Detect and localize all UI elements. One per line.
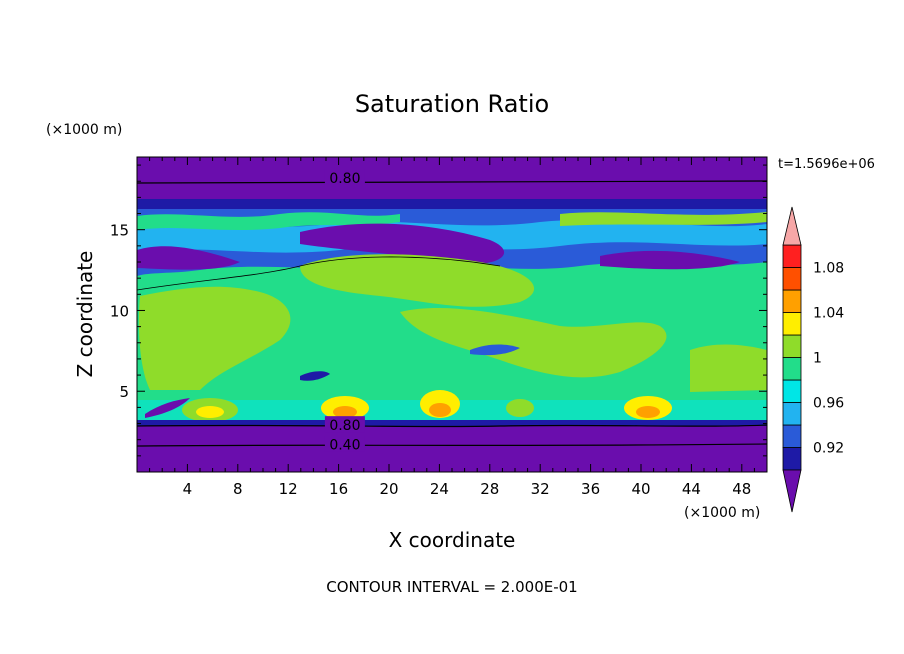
cell-1-core xyxy=(196,406,224,418)
x-tick-label: 28 xyxy=(480,480,499,498)
colorbar-label: 1 xyxy=(813,351,822,367)
x-tick-label: 36 xyxy=(581,480,600,498)
time-label: t=1.5696e+06 xyxy=(778,157,875,172)
contour-line-upper-1 xyxy=(137,256,501,291)
x-tick-label: 4 xyxy=(183,480,193,498)
colorbar-segment xyxy=(782,334,802,358)
blue-streak-low-1 xyxy=(145,398,190,418)
contour-interval-footer: CONTOUR INTERVAL = 2.000E-01 xyxy=(326,578,577,596)
cell-3-core xyxy=(429,403,451,417)
contour-line-bottom-080 xyxy=(137,424,767,428)
colorbar-label: 0.96 xyxy=(813,396,844,412)
band-upper-green xyxy=(137,212,400,230)
y-unit-label: (×1000 m) xyxy=(46,122,122,138)
green-cloud-left xyxy=(138,286,291,390)
colorbar-upper-arrow xyxy=(782,206,802,246)
contour-line-top-080 xyxy=(137,180,767,184)
plot-area xyxy=(137,157,767,472)
colorbar-segment xyxy=(782,379,802,403)
y-tick-label: 10 xyxy=(110,302,129,320)
band-top-purple xyxy=(137,157,767,199)
x-tick-label: 8 xyxy=(233,480,243,498)
x-tick-label: 32 xyxy=(531,480,550,498)
band-top-darkblue xyxy=(137,199,767,209)
colorbar-segment xyxy=(782,357,802,381)
colorbar-label: 1.08 xyxy=(813,261,844,277)
purple-streak-3 xyxy=(600,250,740,270)
colorbar-label: 1.04 xyxy=(813,306,844,322)
blue-streak-low-3 xyxy=(470,344,520,356)
contour-label-bg xyxy=(324,416,365,433)
chart-title: Saturation Ratio xyxy=(355,90,549,118)
y-axis-label: Z coordinate xyxy=(73,251,97,378)
cell-2-core xyxy=(333,406,357,418)
x-axis-label: X coordinate xyxy=(389,528,516,552)
cell-5-core xyxy=(636,406,660,418)
colorbar: 1.08 1.04 1 0.96 0.92 xyxy=(782,206,844,513)
x-tick-label: 48 xyxy=(732,480,751,498)
y-axis-ticks: 5 10 15 xyxy=(110,164,767,457)
x-tick-label: 24 xyxy=(430,480,449,498)
x-tick-label: 44 xyxy=(682,480,701,498)
purple-streak-2 xyxy=(137,246,240,270)
band-upper-green-2 xyxy=(560,212,767,226)
colorbar-segment xyxy=(782,447,802,471)
colorbar-segment xyxy=(782,424,802,448)
cell-4 xyxy=(506,399,534,417)
contour-label: 0.80 xyxy=(329,171,360,187)
green-cloud-upper xyxy=(300,254,535,307)
contour-label: 0.40 xyxy=(329,438,360,454)
blue-streak-low-2 xyxy=(300,371,330,381)
colorbar-segment xyxy=(782,267,802,291)
x-axis-ticks: 4 8 12 16 20 24 28 32 36 40 44 48 xyxy=(149,157,755,498)
colorbar-label: 0.92 xyxy=(813,441,844,457)
green-cloud-mid xyxy=(400,307,667,378)
purple-streak-1 xyxy=(300,223,505,264)
contour-label-bg xyxy=(324,435,365,452)
green-cloud-right xyxy=(690,344,767,392)
colorbar-segment xyxy=(782,402,802,426)
colorbar-segment xyxy=(782,244,802,268)
colorbar-segment xyxy=(782,289,802,313)
x-unit-label: (×1000 m) xyxy=(684,505,760,521)
colorbar-lower-arrow xyxy=(782,469,802,513)
band-bottom-darkblue xyxy=(137,420,767,426)
contour-line-bottom-040 xyxy=(137,443,767,447)
band-bottom-purple xyxy=(137,426,767,472)
x-tick-label: 12 xyxy=(279,480,298,498)
y-tick-label: 5 xyxy=(119,383,129,401)
x-tick-label: 40 xyxy=(631,480,650,498)
colorbar-segment xyxy=(782,312,802,336)
x-tick-label: 20 xyxy=(379,480,398,498)
contour-labels: 0.80 0.80 0.40 xyxy=(324,169,365,454)
y-tick-label: 15 xyxy=(110,222,129,240)
x-tick-label: 16 xyxy=(329,480,348,498)
contour-label: 0.80 xyxy=(329,418,360,434)
contour-label-bg xyxy=(324,169,365,185)
